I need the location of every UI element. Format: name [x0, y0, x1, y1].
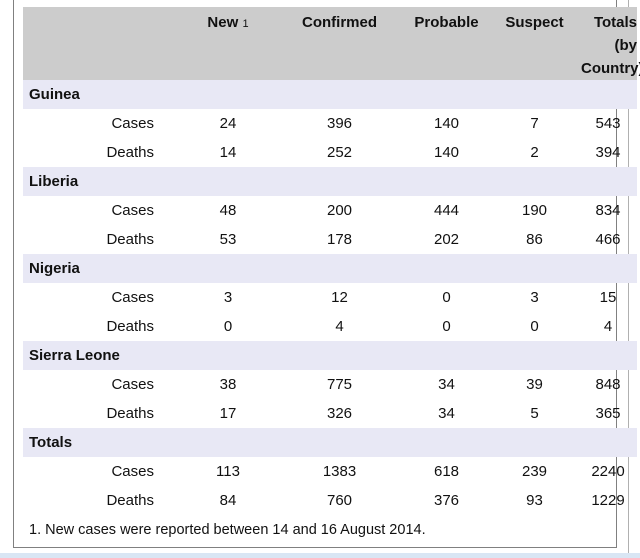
country-name: Totals	[23, 428, 637, 457]
header-suspect: Suspect	[490, 7, 579, 80]
country-group-row: Guinea	[23, 80, 637, 109]
table-body: Guinea Cases 24 396 140 7 543 Deaths 14 252 140 2 39…	[23, 80, 637, 515]
cell-confirmed: 252	[326, 144, 353, 161]
row-label: Cases	[111, 376, 154, 393]
table-row: Deaths 84 760 376 93 1229	[23, 486, 637, 515]
cell-new: 0	[223, 318, 233, 335]
cell-probable: 140	[433, 115, 460, 132]
cell-suspect: 2	[530, 144, 539, 161]
cell-probable: 202	[433, 231, 460, 248]
window-bottom-strip	[0, 553, 640, 558]
cell-total: 4	[603, 318, 613, 335]
ebola-case-table: New 1 Confirmed Probable Suspect Totals(…	[23, 7, 640, 545]
cell-total: 394	[595, 144, 621, 161]
header-probable: Probable	[403, 7, 490, 80]
table-row: Cases 24 396 140 7 543	[23, 109, 637, 138]
cell-total: 848	[595, 376, 621, 393]
row-label: Cases	[111, 289, 154, 306]
header-row: New 1 Confirmed Probable Suspect Totals(…	[23, 7, 640, 80]
cell-confirmed: 396	[326, 115, 353, 132]
table-row: Deaths 14 252 140 2 394	[23, 138, 637, 167]
country-name: Sierra Leone	[23, 341, 637, 370]
cell-new: 24	[219, 115, 237, 132]
cell-new: 17	[219, 405, 237, 422]
cell-confirmed: 178	[326, 231, 353, 248]
cell-probable: 618	[433, 463, 460, 480]
table-row: Cases 3 12 0 3 15	[23, 283, 637, 312]
header-totals: Totals (by Country)	[579, 7, 640, 80]
cell-confirmed: 1383	[322, 463, 357, 480]
cell-suspect: 39	[526, 376, 543, 393]
row-label: Cases	[111, 463, 154, 480]
cell-probable: 444	[433, 202, 460, 219]
table-row: Cases 38 775 34 39 848	[23, 370, 637, 399]
cell-suspect: 93	[526, 492, 543, 509]
cell-total: 834	[595, 202, 621, 219]
cell-total: 543	[595, 115, 621, 132]
cell-new: 113	[216, 463, 240, 480]
cell-suspect: 190	[521, 202, 548, 219]
cell-new: 48	[219, 202, 237, 219]
cell-new: 84	[219, 492, 237, 509]
country-name: Nigeria	[23, 254, 637, 283]
table-row: Deaths 53 178 202 86 466	[23, 225, 637, 254]
cell-total: 2240	[591, 463, 625, 480]
row-label: Deaths	[106, 144, 154, 161]
cell-total: 1229	[591, 492, 625, 509]
cell-total: 365	[595, 405, 621, 422]
row-label: Deaths	[106, 231, 154, 248]
cell-confirmed: 12	[331, 289, 348, 306]
cell-suspect: 0	[530, 318, 539, 335]
cell-probable: 0	[442, 318, 451, 335]
header-new: New 1	[180, 7, 276, 80]
cell-suspect: 239	[521, 463, 548, 480]
cell-probable: 0	[442, 289, 451, 306]
cell-total: 15	[599, 289, 617, 306]
cell-confirmed: 760	[326, 492, 353, 509]
row-label: Deaths	[106, 492, 154, 509]
cell-confirmed: 4	[335, 318, 344, 335]
country-group-row: Sierra Leone	[23, 341, 637, 370]
cell-suspect: 7	[530, 115, 539, 132]
footnote-marker: 1	[242, 18, 249, 30]
cell-confirmed: 326	[326, 405, 353, 422]
country-name: Guinea	[23, 80, 637, 109]
header-blank	[23, 7, 180, 80]
cell-probable: 34	[438, 405, 455, 422]
row-label: Deaths	[106, 318, 154, 335]
cell-confirmed: 775	[326, 376, 353, 393]
footnote-row: 1. New cases were reported between 14 an…	[23, 515, 637, 545]
row-label: Cases	[111, 115, 154, 132]
cell-suspect: 86	[526, 231, 543, 248]
cell-probable: 376	[433, 492, 460, 509]
table-row: Deaths 0 4 0 0 4	[23, 312, 637, 341]
cell-probable: 140	[433, 144, 460, 161]
row-label: Deaths	[106, 405, 154, 422]
cell-probable: 34	[438, 376, 455, 393]
table-row: Cases 48 200 444 190 834	[23, 196, 637, 225]
footnote-text: 1. New cases were reported between 14 an…	[29, 522, 426, 538]
cell-new: 14	[219, 144, 237, 161]
country-name: Liberia	[23, 167, 637, 196]
country-group-row: Liberia	[23, 167, 637, 196]
cell-suspect: 5	[530, 405, 539, 422]
cell-new: 53	[219, 231, 237, 248]
cell-suspect: 3	[530, 289, 539, 306]
row-label: Cases	[111, 202, 154, 219]
header-confirmed: Confirmed	[276, 7, 403, 80]
cell-new: 3	[223, 289, 233, 306]
country-group-row: Nigeria	[23, 254, 637, 283]
table-row: Cases 113 1383 618 239 2240	[23, 457, 637, 486]
cell-confirmed: 200	[326, 202, 353, 219]
cell-total: 466	[595, 231, 621, 248]
table-row: Deaths 17 326 34 5 365	[23, 399, 637, 428]
country-group-row: Totals	[23, 428, 637, 457]
cell-new: 38	[219, 376, 237, 393]
